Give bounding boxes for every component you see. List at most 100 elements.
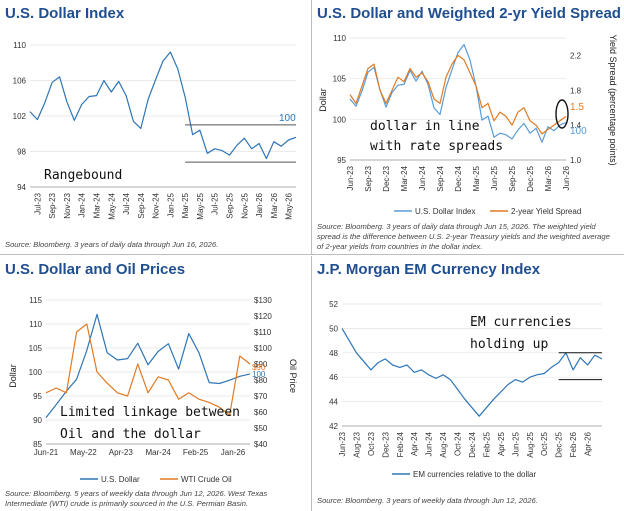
y2-axis-label: Oil Price xyxy=(288,359,298,393)
x-tick-label: Jun-24 xyxy=(418,165,427,190)
chart-title: J.P. Morgan EM Currency Index xyxy=(317,261,541,278)
x-tick-label: Oct-24 xyxy=(454,431,463,456)
annotation-line2: Oil and the dollar xyxy=(60,427,201,442)
chart-title: U.S. Dollar and Oil Prices xyxy=(5,261,186,278)
chart-svg: 94 98 102 106 110 Jul-23 Sep-23 Nov-23 Jan-24 Mar… xyxy=(13,41,297,220)
x-tick-label: Jun-24 xyxy=(425,431,434,456)
chart-title: U.S. Dollar Index xyxy=(5,5,125,22)
y-tick-label: 94 xyxy=(17,183,26,192)
y2-tick-label: 1.8 xyxy=(570,86,582,95)
x-tick-label: Nov-23 xyxy=(63,192,72,218)
x-tick-label: Dec-25 xyxy=(526,165,535,191)
x-tick-label: Jan-25 xyxy=(166,192,175,217)
x-tick-label: Sep-24 xyxy=(137,192,146,218)
x-tick-label: Jun-23 xyxy=(338,431,347,456)
y2-tick-label: $100 xyxy=(254,344,272,353)
y-tick-label: 90 xyxy=(33,416,42,425)
y2-tick-label: $80 xyxy=(254,376,268,385)
y2-tick-label: $110 xyxy=(254,328,272,337)
x-tick-label: Jul-24 xyxy=(122,192,131,214)
legend-label-em: EM currencies relative to the dollar xyxy=(413,470,537,479)
chart-source: Source: Bloomberg. 3 years of daily data… xyxy=(317,222,610,251)
series-line-u-s-dollar-index xyxy=(349,43,567,143)
y-tick-label: 106 xyxy=(13,77,27,86)
y-axis-label: Dollar xyxy=(8,364,18,388)
y-tick-label: 100 xyxy=(29,368,43,377)
chart-panel-dollar-index: U.S. Dollar Index 94 98 102 106 110 Jul-23 Sep… xyxy=(0,0,312,255)
last-value-oil: $90 xyxy=(252,363,266,372)
series-line-em-currencies-relative-to-the-dollar xyxy=(341,328,603,417)
x-tick-label: Jan-24 xyxy=(78,192,87,217)
x-tick-label: Jan-26 xyxy=(255,192,264,217)
chart-svg: 42 44 46 48 50 52 Jun-23 Aug-23 Oct-23 Dec-23 Feb-… xyxy=(329,300,603,479)
y-tick-label: 46 xyxy=(329,373,338,382)
y2-tick-label: $60 xyxy=(254,408,268,417)
x-tick-label: Mar-26 xyxy=(544,165,553,191)
y2-axis-label: Yield Spread (percentage points) xyxy=(608,34,618,165)
chart-panel-dollar-oil: U.S. Dollar and Oil Prices 85 90 95 100 105 1… xyxy=(0,256,312,511)
y2-tick-label: 2.2 xyxy=(570,51,582,60)
x-tick-label: Apr-24 xyxy=(410,431,419,456)
x-tick-label: Jun-23 xyxy=(346,165,355,190)
x-tick-label: Oct-25 xyxy=(540,431,549,456)
series-line-wti-crude-oil xyxy=(45,323,251,416)
annotation-rangebound: Rangebound xyxy=(44,168,122,183)
last-value-spread: 1.5 xyxy=(570,102,584,113)
x-tick-label: Mar-24 xyxy=(400,165,409,191)
x-tick-label: Jul-23 xyxy=(33,192,42,214)
y-tick-label: 115 xyxy=(29,296,42,305)
legend-label-oil: WTI Crude Oil xyxy=(181,475,232,484)
legend-label-spread: 2-year Yield Spread xyxy=(511,207,581,216)
y2-tick-label: $120 xyxy=(254,312,272,321)
chart-panel-em-currency: J.P. Morgan EM Currency Index 42 44 46 48 50… xyxy=(312,256,624,511)
x-tick-label: May-22 xyxy=(70,448,97,457)
x-tick-label: Sep-24 xyxy=(436,165,445,191)
y2-tick-label: 1.4 xyxy=(570,121,582,130)
series-line-main xyxy=(29,51,297,160)
x-tick-label: Mar-24 xyxy=(146,448,172,457)
annotation-line1: dollar in line xyxy=(370,119,480,134)
x-tick-label: Feb-25 xyxy=(482,431,491,457)
x-tick-label: Dec-24 xyxy=(468,431,477,457)
y-tick-label: 110 xyxy=(29,320,42,329)
x-tick-label: Jan-26 xyxy=(221,448,246,457)
chart-source: Source: Bloomberg. 3 years of daily data… xyxy=(5,240,219,249)
y2-tick-label: 1.0 xyxy=(570,156,582,165)
x-tick-label: Apr-26 xyxy=(584,431,593,456)
x-tick-label: Oct-23 xyxy=(367,431,376,456)
x-tick-label: Aug-23 xyxy=(352,431,361,457)
x-tick-label: Dec-23 xyxy=(381,431,390,457)
y2-tick-label: $90 xyxy=(254,360,268,369)
y-tick-label: 85 xyxy=(33,440,42,449)
x-tick-label: Nov-25 xyxy=(240,192,249,218)
y-tick-label: 52 xyxy=(329,300,338,309)
legend-label-dollar: U.S. Dollar xyxy=(101,475,140,484)
y-tick-label: 95 xyxy=(337,156,346,165)
legend-label-dollar: U.S. Dollar Index xyxy=(415,207,475,216)
x-tick-label: Sep-25 xyxy=(226,192,235,218)
x-tick-label: Mar-25 xyxy=(472,165,481,191)
y-tick-label: 105 xyxy=(29,344,43,353)
y-axis-label: Dollar xyxy=(318,88,328,112)
x-tick-label: May-26 xyxy=(285,192,294,219)
annotation-line2: holding up xyxy=(470,337,549,352)
x-tick-label: Sep-23 xyxy=(364,165,373,191)
y-tick-label: 105 xyxy=(333,75,347,84)
x-tick-label: Feb-25 xyxy=(183,448,209,457)
y-tick-label: 110 xyxy=(13,41,26,50)
chart-source: Source: Bloomberg. 3 years of weekly dat… xyxy=(317,496,538,505)
chart-svg: 85 90 95 100 105 110 115 $40 $50 $60 $70 $80 $90 $100… xyxy=(8,296,298,484)
y-tick-label: 42 xyxy=(329,422,338,431)
x-tick-label: Jun-25 xyxy=(511,431,520,456)
x-tick-label: Feb-24 xyxy=(396,431,405,457)
x-tick-label: Jul-25 xyxy=(211,192,220,214)
y-tick-label: 50 xyxy=(329,324,338,333)
chart-svg: 95 100 105 110 1.0 1.4 1.8 2.2 Jun-23 Sep-23 Dec-2… xyxy=(318,34,618,216)
series-line-u-s-dollar xyxy=(45,313,251,418)
x-tick-label: May-25 xyxy=(196,192,205,219)
y-tick-label: 44 xyxy=(329,398,338,407)
x-tick-label: Sep-23 xyxy=(48,192,57,218)
last-value-dollar: 100 xyxy=(570,126,587,137)
highlight-circle xyxy=(555,99,569,129)
x-tick-label: Feb-26 xyxy=(569,431,578,457)
